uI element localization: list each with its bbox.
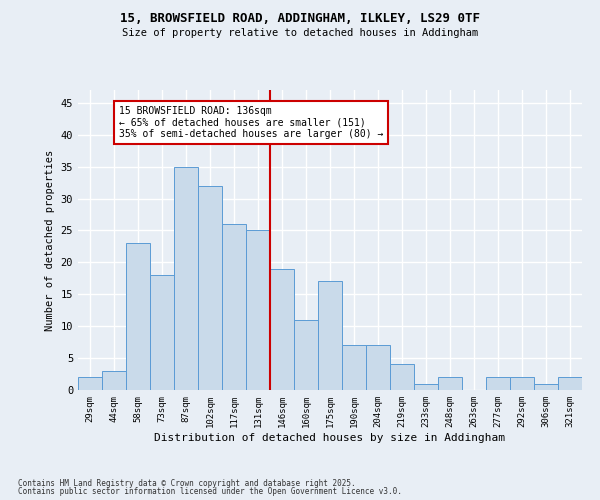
Bar	[367, 346, 389, 390]
Bar	[511, 377, 533, 390]
Bar	[343, 346, 365, 390]
X-axis label: Distribution of detached houses by size in Addingham: Distribution of detached houses by size …	[155, 432, 505, 442]
Text: Size of property relative to detached houses in Addingham: Size of property relative to detached ho…	[122, 28, 478, 38]
Bar	[535, 384, 557, 390]
Bar	[151, 275, 173, 390]
Text: Contains public sector information licensed under the Open Government Licence v3: Contains public sector information licen…	[18, 487, 402, 496]
Text: Contains HM Land Registry data © Crown copyright and database right 2025.: Contains HM Land Registry data © Crown c…	[18, 478, 356, 488]
Text: 15 BROWSFIELD ROAD: 136sqm
← 65% of detached houses are smaller (151)
35% of sem: 15 BROWSFIELD ROAD: 136sqm ← 65% of deta…	[119, 106, 383, 139]
Bar	[415, 384, 437, 390]
Bar	[559, 377, 581, 390]
Bar	[439, 377, 461, 390]
Bar	[199, 186, 221, 390]
Bar	[391, 364, 413, 390]
Bar	[175, 166, 197, 390]
Bar	[247, 230, 269, 390]
Y-axis label: Number of detached properties: Number of detached properties	[45, 150, 55, 330]
Bar	[103, 371, 125, 390]
Bar	[487, 377, 509, 390]
Bar	[271, 268, 293, 390]
Bar	[319, 282, 341, 390]
Bar	[79, 377, 101, 390]
Text: 15, BROWSFIELD ROAD, ADDINGHAM, ILKLEY, LS29 0TF: 15, BROWSFIELD ROAD, ADDINGHAM, ILKLEY, …	[120, 12, 480, 26]
Bar	[223, 224, 245, 390]
Bar	[127, 243, 149, 390]
Bar	[295, 320, 317, 390]
